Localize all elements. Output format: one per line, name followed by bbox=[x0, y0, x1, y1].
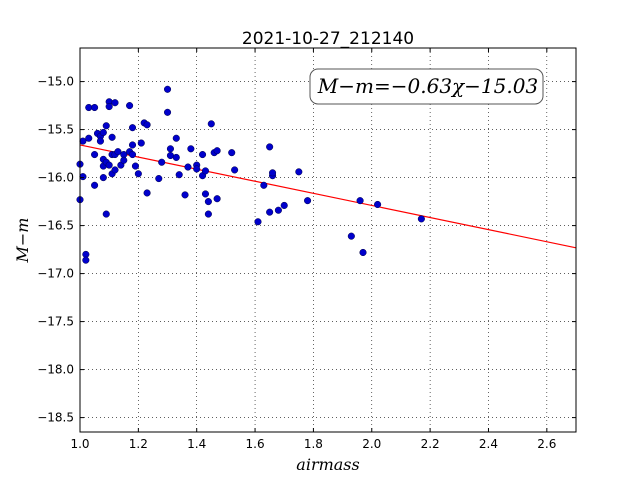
data-point bbox=[374, 200, 382, 209]
data-point bbox=[91, 181, 99, 189]
data-point bbox=[91, 151, 99, 159]
data-point bbox=[266, 208, 274, 216]
data-point bbox=[79, 173, 87, 181]
y-tick-label: −17.0 bbox=[37, 267, 74, 281]
y-axis-label: M−m bbox=[13, 218, 32, 264]
data-point bbox=[105, 161, 113, 169]
x-tick-label: 1.4 bbox=[187, 437, 206, 451]
data-point bbox=[111, 99, 119, 107]
data-point bbox=[111, 166, 119, 174]
data-point bbox=[131, 162, 139, 170]
y-tick-label: −17.5 bbox=[37, 315, 74, 329]
data-point bbox=[137, 139, 145, 147]
chart-title: 2021-10-27_212140 bbox=[242, 29, 414, 49]
data-point bbox=[359, 248, 367, 257]
equation-box bbox=[309, 68, 544, 105]
y-tick-label: −15.0 bbox=[37, 75, 74, 89]
data-point bbox=[143, 121, 151, 129]
x-tick-label: 1.6 bbox=[246, 437, 265, 451]
data-point bbox=[163, 108, 172, 116]
data-point bbox=[114, 148, 122, 156]
data-point bbox=[96, 137, 104, 145]
data-point bbox=[295, 168, 303, 176]
data-point bbox=[166, 145, 174, 153]
data-point bbox=[198, 151, 207, 159]
y-tick-label: −18.0 bbox=[37, 363, 74, 377]
data-point bbox=[201, 190, 210, 198]
data-point bbox=[91, 103, 99, 112]
data-point bbox=[128, 151, 137, 159]
data-point bbox=[172, 153, 180, 161]
data-point bbox=[158, 158, 166, 166]
data-point bbox=[163, 85, 172, 93]
axis-ticks bbox=[79, 48, 576, 432]
plot-frame bbox=[79, 47, 577, 433]
data-point bbox=[228, 149, 236, 157]
data-point bbox=[266, 143, 274, 151]
data-point bbox=[207, 120, 215, 128]
data-point bbox=[155, 175, 163, 183]
data-point bbox=[99, 128, 107, 137]
data-point bbox=[204, 198, 212, 206]
data-point bbox=[269, 169, 277, 177]
data-point bbox=[181, 191, 189, 199]
data-point bbox=[417, 215, 425, 223]
y-tick-labels: −15.0 −15.5 −16.0 −16.5 −17.0 −17.5 −18.0 −18.5 bbox=[37, 75, 74, 425]
x-tick-label: 2.2 bbox=[421, 437, 440, 451]
x-tick-labels: 1.0 1.2 1.4 1.6 1.8 2.0 2.2 2.4 2.6 bbox=[70, 437, 556, 451]
data-point bbox=[193, 165, 201, 173]
y-tick-label: −18.5 bbox=[37, 411, 74, 425]
data-point bbox=[184, 163, 192, 171]
data-point bbox=[134, 170, 142, 178]
data-point bbox=[274, 206, 282, 214]
data-point bbox=[260, 181, 268, 189]
data-point bbox=[85, 134, 93, 142]
y-tick-label: −15.5 bbox=[37, 123, 74, 137]
data-point bbox=[280, 201, 288, 209]
data-point bbox=[108, 133, 116, 141]
x-tick-label: 2.6 bbox=[537, 437, 556, 451]
data-point bbox=[213, 147, 221, 155]
data-point bbox=[231, 166, 239, 174]
data-point bbox=[82, 256, 90, 264]
data-point bbox=[128, 124, 137, 132]
y-tick-label: −16.0 bbox=[37, 171, 74, 185]
data-point bbox=[201, 167, 210, 175]
data-points bbox=[76, 85, 425, 264]
data-point bbox=[204, 210, 212, 218]
y-tick-label: −16.5 bbox=[37, 219, 74, 233]
data-point bbox=[347, 232, 355, 240]
plot-area bbox=[80, 48, 576, 432]
x-tick-label: 1.8 bbox=[304, 437, 323, 451]
data-point bbox=[99, 174, 107, 182]
data-point bbox=[356, 197, 364, 205]
data-point bbox=[187, 145, 195, 153]
data-point bbox=[213, 195, 221, 203]
x-tick-label: 1.0 bbox=[70, 437, 89, 451]
data-point bbox=[120, 156, 128, 164]
x-tick-label: 2.0 bbox=[362, 437, 381, 451]
x-tick-label: 1.2 bbox=[129, 437, 148, 451]
data-point bbox=[143, 189, 151, 197]
x-axis-label: airmass bbox=[296, 455, 359, 474]
data-point bbox=[172, 134, 180, 142]
data-point bbox=[254, 218, 262, 226]
data-point bbox=[175, 171, 183, 179]
data-point bbox=[102, 210, 110, 218]
data-point bbox=[126, 102, 134, 110]
data-point bbox=[105, 103, 113, 111]
data-point bbox=[79, 137, 87, 145]
data-point bbox=[304, 197, 312, 205]
equation-text: M−m=−0.63χ−15.03 bbox=[317, 74, 538, 98]
data-point bbox=[102, 122, 110, 130]
data-point bbox=[128, 141, 137, 149]
x-tick-label: 2.4 bbox=[479, 437, 498, 451]
